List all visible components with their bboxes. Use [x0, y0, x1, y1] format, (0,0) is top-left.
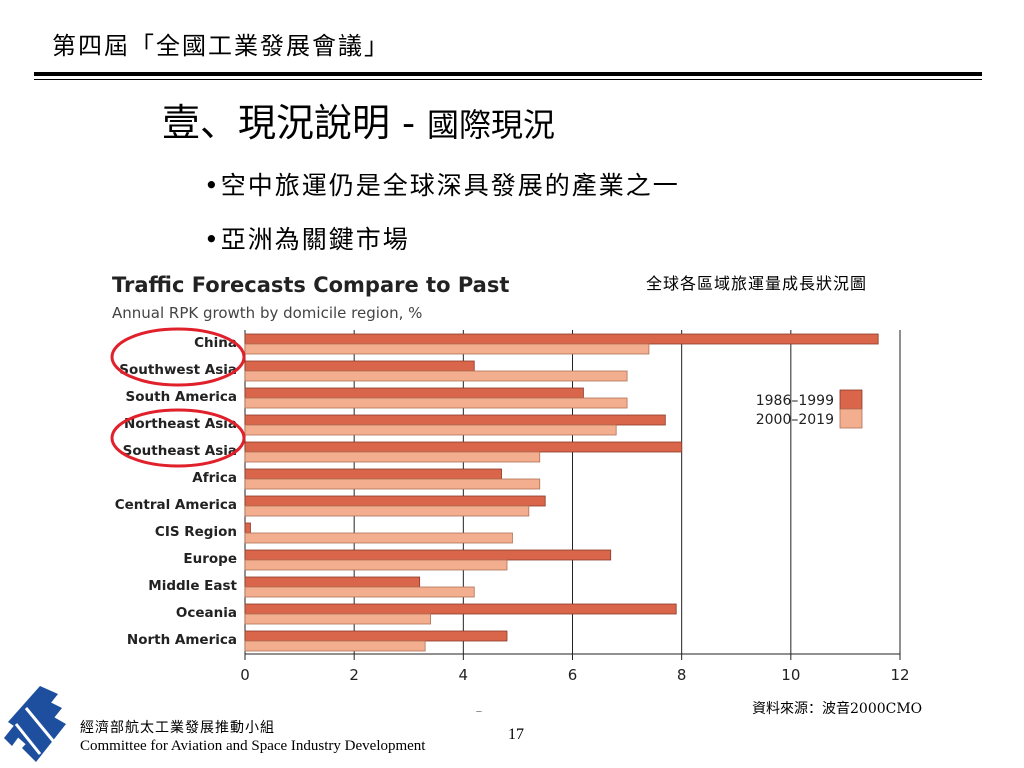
chart-caption: 全球各區域旅運量成長狀況圖: [646, 274, 868, 293]
bar-series1: [244, 495, 546, 507]
x-tick-label: 4: [459, 666, 469, 684]
bar-series1: [244, 360, 475, 372]
highlight-circle: [110, 327, 246, 387]
legend-swatch-series1: [839, 389, 863, 410]
bar-series2: [244, 343, 650, 355]
footer-org-english: Committee for Aviation and Space Industr…: [80, 738, 426, 754]
category-label: South America: [126, 389, 237, 405]
bar-series1: [244, 468, 502, 480]
header-rule-thick: [34, 72, 982, 76]
highlight-circle: [110, 408, 246, 468]
bar-series2: [244, 613, 431, 625]
bar-series2: [244, 586, 475, 598]
bullet-item: •亞洲為關鍵市場: [204, 225, 410, 254]
bar-series1: [244, 522, 251, 534]
legend-swatch-series2: [839, 408, 863, 429]
slide-title: 壹、現況說明 - 國際現況: [162, 92, 555, 147]
bar-series1: [244, 441, 683, 453]
bar-series1: [244, 603, 677, 615]
slide-title-main: 壹、現況說明: [162, 101, 391, 145]
bar-series1: [244, 333, 879, 345]
bar-series2: [244, 451, 541, 463]
slide-header-title: 第四屆「全國工業發展會議」: [52, 32, 390, 60]
footer-org-chinese: 經濟部航太工業發展推動小組: [80, 720, 275, 736]
x-axis-label: Percentage: [475, 709, 571, 712]
x-tick-label: 2: [349, 666, 359, 684]
category-label: Central America: [115, 497, 237, 513]
committee-logo-icon: [4, 686, 66, 762]
chart-title: Traffic Forecasts Compare to Past: [112, 273, 509, 297]
bar-series2: [244, 559, 508, 571]
bar-series2: [244, 370, 628, 382]
category-label: Europe: [183, 551, 237, 567]
legend-label-series2: 2000–2019: [756, 412, 834, 428]
category-label: Southwest Asia: [119, 362, 237, 378]
category-label: North America: [127, 632, 237, 648]
bar-series2: [244, 532, 513, 544]
bullet-list: •空中旅運仍是全球深具發展的產業之一 •亞洲為關鍵市場: [204, 166, 680, 274]
bar-series2: [244, 478, 541, 490]
bar-series2: [244, 640, 426, 652]
x-tick-label: 12: [890, 666, 909, 684]
bar-series2: [244, 424, 617, 436]
bar-series1: [244, 387, 584, 399]
bar-series1: [244, 576, 421, 588]
legend-label-series1: 1986–1999: [756, 393, 834, 409]
bar-series1: [244, 414, 666, 426]
category-label: Southeast Asia: [123, 443, 237, 459]
x-tick-label: 6: [568, 666, 578, 684]
bar-series2: [244, 505, 530, 517]
slide-title-sub: 國際現況: [427, 106, 556, 144]
category-label: Oceania: [176, 605, 237, 621]
category-label: Africa: [192, 470, 237, 486]
page-number: 17: [508, 726, 524, 743]
bar-series1: [244, 630, 508, 642]
traffic-forecast-chart: Traffic Forecasts Compare to Past Annual …: [110, 273, 910, 712]
header-rule-thin: [34, 79, 982, 80]
x-tick-label: 0: [240, 666, 250, 684]
bar-series2: [244, 397, 628, 409]
bullet-item: •空中旅運仍是全球深具發展的產業之一: [204, 171, 680, 200]
x-tick-label: 10: [781, 666, 800, 684]
category-label: CIS Region: [155, 524, 237, 540]
category-label: Middle East: [148, 578, 237, 594]
category-label: China: [194, 335, 237, 351]
chart-subtitle: Annual RPK growth by domicile region, %: [112, 304, 422, 322]
x-tick-label: 8: [677, 666, 687, 684]
bar-series1: [244, 549, 612, 561]
slide-title-dash: -: [390, 101, 428, 145]
category-label: Northeast Asia: [124, 416, 237, 432]
source-note: 資料來源：波音2000CMO: [752, 701, 923, 717]
